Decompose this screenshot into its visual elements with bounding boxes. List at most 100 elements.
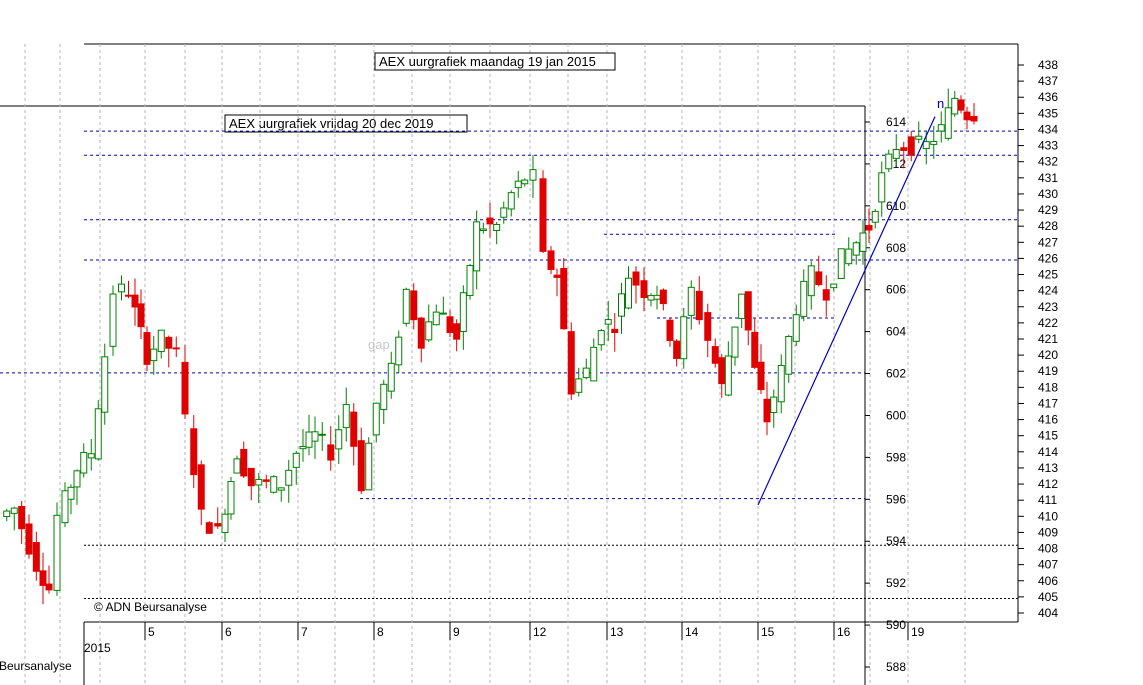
fg-candle: [815, 255, 823, 287]
fg-y-tick-label: 418: [1038, 380, 1058, 394]
fg-candle-body: [109, 293, 117, 347]
fg-candle: [205, 521, 213, 534]
fg-candle: [500, 201, 508, 224]
bg-y-tick-label: 606: [886, 283, 906, 297]
fg-candle: [560, 257, 568, 330]
fg-y-tick-label: 413: [1038, 461, 1058, 475]
fg-candle-body: [892, 149, 900, 159]
fg-y-tick-label: 417: [1038, 396, 1058, 410]
fg-candle: [118, 275, 125, 301]
fg-candle-body: [10, 507, 18, 514]
fg-candle: [299, 428, 307, 462]
fg-candle: [647, 293, 655, 307]
fg-y-tick-label: 421: [1038, 332, 1058, 346]
fg-candle: [285, 459, 293, 503]
fg-candle-body: [539, 178, 547, 252]
fg-candle-body: [922, 141, 930, 150]
fg-candle: [871, 208, 879, 229]
fg-candle: [459, 285, 467, 350]
fg-candle: [711, 338, 719, 368]
fg-candle: [777, 354, 785, 414]
fg-x-label: 5: [148, 625, 155, 639]
fg-candle-body: [930, 140, 938, 145]
fg-candle-body: [172, 347, 180, 350]
fg-candle-body: [80, 451, 88, 474]
fg-candle-body: [915, 135, 923, 140]
fg-candle-body: [871, 210, 879, 223]
fg-candle-body: [640, 280, 648, 299]
fg-candle: [597, 328, 605, 351]
fg-candle: [514, 170, 522, 198]
fg-y-tick-label: 438: [1038, 58, 1058, 72]
fg-candle: [277, 487, 285, 502]
fg-candle-body: [822, 289, 830, 301]
fg-candle-body: [695, 290, 703, 321]
bg-y-tick-label: 598: [886, 450, 906, 464]
fg-candle: [757, 344, 765, 395]
fg-candle-body: [67, 486, 75, 500]
fg-candle: [150, 335, 158, 375]
fg-candle: [529, 155, 537, 199]
fg-candle: [951, 91, 959, 117]
fg-candle-body: [327, 444, 335, 461]
fg-candle: [575, 367, 583, 397]
fg-candle: [45, 565, 53, 594]
fg-y-tick-label: 416: [1038, 413, 1058, 427]
fg-candle-body: [777, 365, 785, 403]
fg-candle-body: [878, 172, 886, 203]
fg-x-label: 8: [377, 625, 384, 639]
fg-candle: [507, 190, 515, 217]
fg-candle: [318, 422, 326, 451]
fg-candle-body: [944, 107, 952, 139]
fg-candle: [109, 285, 117, 356]
fg-candle-body: [521, 179, 529, 185]
fg-candle-body: [837, 248, 845, 280]
fg-candle-body: [582, 367, 590, 379]
fg-candle-body: [907, 136, 915, 156]
fg-candle: [270, 475, 278, 494]
fg-candle-body: [87, 453, 95, 459]
fg-candle: [937, 111, 945, 143]
fg-candle-body: [500, 207, 508, 218]
fg-candle: [233, 455, 241, 474]
fg-candle-body: [951, 97, 959, 115]
fg-candle-body: [39, 570, 47, 586]
fg-y-tick-label: 430: [1038, 187, 1058, 201]
bg-y-tick-label: 604: [886, 325, 906, 339]
fg-candle: [157, 329, 165, 359]
fg-candle: [852, 241, 860, 265]
fg-trendline: [757, 116, 936, 506]
fg-candle-body: [792, 314, 800, 342]
fg-candle: [172, 336, 180, 357]
fg-x-label: 16: [837, 625, 851, 639]
fg-candle: [582, 358, 590, 380]
fg-candle: [342, 387, 350, 442]
fg-candle: [387, 351, 395, 399]
fg-candle: [704, 303, 712, 358]
fg-candle: [770, 389, 778, 428]
fg-x-label: 12: [533, 625, 547, 639]
fg-candle-body: [73, 470, 81, 488]
bg-y-tick-label: 590: [886, 618, 906, 632]
fg-y-tick-label: 427: [1038, 235, 1058, 249]
fg-candle-body: [45, 583, 53, 591]
fg-candle: [640, 267, 648, 312]
fg-candle-body: [597, 330, 605, 346]
fg-candle-body: [900, 147, 908, 151]
fg-candle-body: [731, 326, 739, 358]
fg-candle: [800, 269, 808, 322]
fg-candle: [18, 501, 26, 544]
fg-candle-body: [830, 283, 838, 289]
fg-x-label: 7: [301, 625, 308, 639]
fg-candle-body: [150, 348, 158, 362]
fg-candle: [878, 161, 886, 217]
fg-candle-body: [590, 346, 598, 382]
fg-candle: [618, 282, 625, 334]
fg-candle-body: [567, 331, 575, 395]
fg-candle: [247, 467, 255, 501]
fg-candle: [547, 246, 555, 275]
fg-candle-body: [453, 323, 461, 340]
fg-candle-body: [800, 280, 808, 317]
fg-candle: [425, 304, 433, 342]
